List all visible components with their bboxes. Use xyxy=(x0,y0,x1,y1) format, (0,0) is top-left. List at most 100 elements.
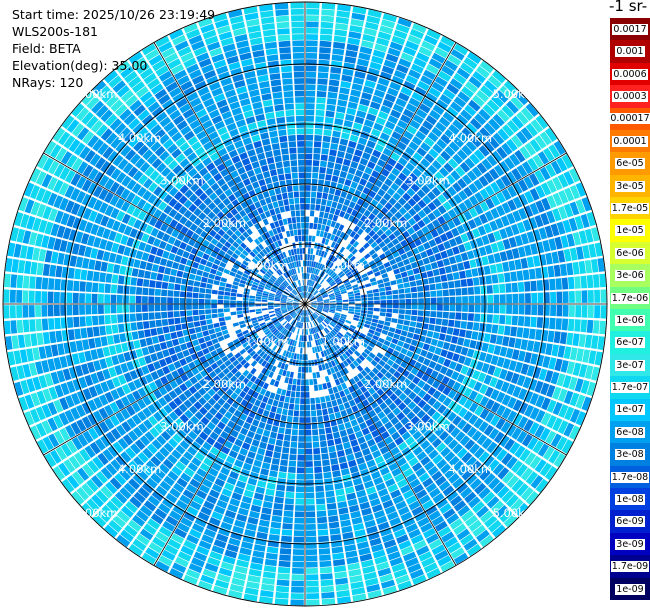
range-gate-cell xyxy=(102,368,111,380)
range-gate-cell xyxy=(318,316,324,322)
range-gate-cell xyxy=(364,519,376,528)
range-gate-cell xyxy=(289,397,295,404)
range-gate-cell xyxy=(180,317,187,324)
range-gate-cell xyxy=(292,346,296,353)
range-gate-cell xyxy=(487,304,494,314)
range-gate-cell xyxy=(115,185,126,197)
range-gate-cell xyxy=(292,359,296,366)
range-gate-cell xyxy=(299,191,305,198)
range-gate-cell xyxy=(286,316,292,322)
range-gate-cell xyxy=(253,140,262,149)
range-gate-cell xyxy=(387,331,395,338)
range-gate-cell xyxy=(297,454,305,461)
range-gate-cell xyxy=(270,358,277,365)
range-gate-cell xyxy=(329,451,337,459)
range-gate-cell xyxy=(311,191,317,198)
range-gate-cell xyxy=(205,473,216,483)
range-gate-cell xyxy=(233,277,241,283)
range-gate-cell xyxy=(198,264,205,271)
range-gate-cell xyxy=(29,185,41,200)
range-gate-cell xyxy=(174,527,187,539)
range-gate-cell xyxy=(260,10,274,18)
range-gate-cell xyxy=(369,537,382,547)
range-gate-cell xyxy=(82,339,90,351)
range-gate-cell xyxy=(258,358,265,365)
range-gate-cell xyxy=(65,395,75,408)
range-gate-cell xyxy=(163,194,173,204)
range-gate-cell xyxy=(299,185,305,191)
range-gate-cell xyxy=(151,264,159,272)
range-gate-cell xyxy=(384,421,393,430)
range-gate-cell xyxy=(400,416,410,426)
range-gate-cell xyxy=(319,331,324,337)
range-gate-cell xyxy=(78,219,88,232)
range-gate-cell xyxy=(572,333,580,347)
range-gate-cell xyxy=(286,304,293,306)
range-gate-cell xyxy=(240,242,247,249)
range-gate-cell xyxy=(305,404,311,411)
range-gate-cell xyxy=(114,365,123,376)
range-gate-cell xyxy=(246,324,254,330)
range-gate-cell xyxy=(244,246,252,254)
range-gate-cell xyxy=(244,529,256,538)
range-gate-cell xyxy=(314,466,322,473)
range-gate-cell xyxy=(225,379,234,388)
range-gate-cell xyxy=(181,278,188,285)
range-gate-cell xyxy=(408,426,418,436)
range-gate-cell xyxy=(78,376,88,389)
range-gate-cell xyxy=(323,471,332,479)
range-gate-cell xyxy=(227,504,239,513)
range-gate-cell xyxy=(131,268,139,277)
range-gate-cell xyxy=(349,504,360,513)
range-gate-cell xyxy=(328,213,334,221)
range-gate-cell xyxy=(97,509,111,523)
range-gate-cell xyxy=(355,535,368,544)
range-gate-cell xyxy=(107,445,119,458)
range-gate-cell xyxy=(378,337,385,344)
range-gate-cell xyxy=(3,305,10,319)
range-gate-cell xyxy=(340,346,347,353)
range-gate-cell xyxy=(550,433,562,448)
range-gate-cell xyxy=(466,348,475,358)
range-gate-cell xyxy=(127,381,137,392)
range-gate-cell xyxy=(407,401,417,410)
range-gate-cell xyxy=(260,468,269,476)
range-gate-cell xyxy=(422,343,430,351)
range-gate-cell xyxy=(198,378,207,387)
range-gate-cell xyxy=(330,305,336,308)
range-gate-cell xyxy=(271,351,277,358)
range-gate-cell xyxy=(160,304,167,311)
range-gate-cell xyxy=(488,428,500,440)
range-gate-cell xyxy=(95,490,109,503)
range-gate-cell xyxy=(213,280,220,286)
range-gate-cell xyxy=(380,367,388,375)
range-gate-cell xyxy=(129,228,138,238)
range-gate-cell xyxy=(317,306,323,308)
range-gate-cell xyxy=(66,280,74,291)
range-gate-cell xyxy=(394,345,402,352)
range-gate-cell xyxy=(114,232,123,243)
range-gate-cell xyxy=(334,313,341,318)
range-gate-cell xyxy=(529,455,542,470)
range-gate-cell xyxy=(410,367,419,376)
range-gate-cell xyxy=(268,411,276,419)
range-gate-cell xyxy=(486,496,500,509)
range-gate-cell xyxy=(578,364,588,378)
range-gate-cell xyxy=(162,349,170,358)
range-gate-cell xyxy=(472,524,486,537)
range-gate-cell xyxy=(415,467,426,478)
range-gate-cell xyxy=(501,407,512,420)
range-gate-cell xyxy=(407,563,422,574)
range-gate-cell xyxy=(440,560,455,572)
range-gate-cell xyxy=(289,371,294,378)
range-gate-cell xyxy=(597,336,605,350)
range-gate-cell xyxy=(279,554,291,561)
range-gate-cell xyxy=(286,302,293,304)
range-gate-cell xyxy=(343,120,353,128)
range-gate-cell xyxy=(252,101,263,110)
range-gate-cell xyxy=(81,502,96,517)
range-gate-cell xyxy=(74,365,84,377)
range-gate-cell xyxy=(299,410,305,417)
range-gate-cell xyxy=(263,456,272,464)
range-gate-cell xyxy=(317,415,324,423)
